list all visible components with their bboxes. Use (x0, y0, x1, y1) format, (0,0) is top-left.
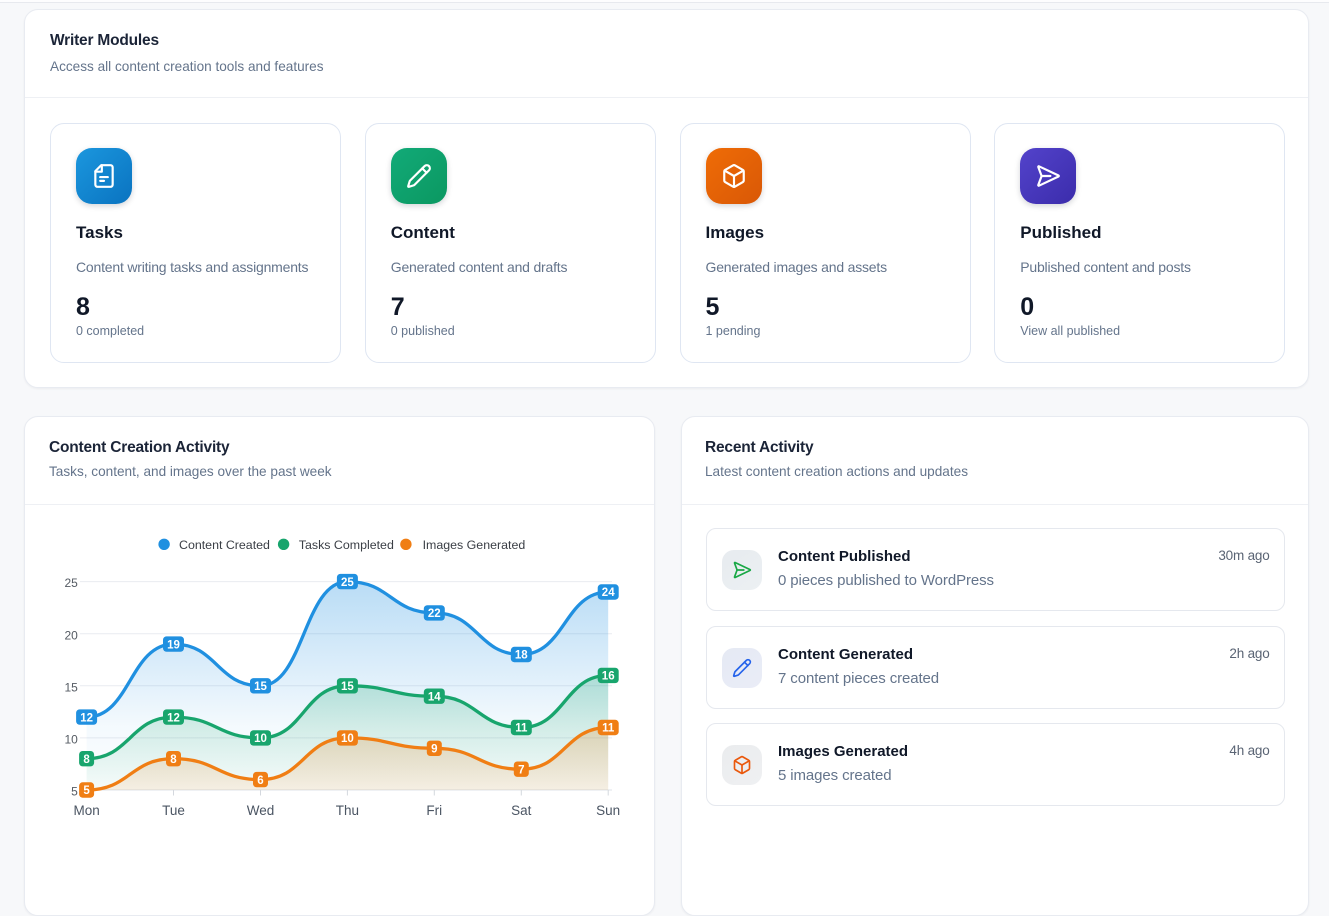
svg-text:24: 24 (602, 587, 615, 599)
svg-text:15: 15 (341, 681, 354, 693)
svg-text:7: 7 (518, 764, 524, 776)
svg-text:5: 5 (83, 785, 90, 797)
svg-text:14: 14 (428, 691, 441, 703)
svg-text:25: 25 (64, 576, 78, 590)
svg-text:6: 6 (257, 775, 263, 787)
svg-text:Images Generated: Images Generated (423, 538, 526, 552)
svg-text:Sat: Sat (511, 803, 532, 818)
svg-text:20: 20 (64, 628, 78, 642)
svg-text:12: 12 (80, 712, 93, 724)
svg-text:10: 10 (341, 733, 354, 745)
svg-text:Sun: Sun (596, 803, 620, 818)
svg-text:12: 12 (167, 712, 180, 724)
svg-text:8: 8 (83, 754, 90, 766)
svg-text:Mon: Mon (73, 803, 99, 818)
svg-text:11: 11 (515, 723, 528, 735)
svg-text:Thu: Thu (336, 803, 359, 818)
svg-text:5: 5 (71, 784, 78, 798)
svg-text:Tasks Completed: Tasks Completed (299, 538, 394, 552)
svg-text:15: 15 (254, 681, 267, 693)
svg-text:10: 10 (64, 733, 78, 747)
svg-text:Wed: Wed (247, 803, 275, 818)
svg-text:22: 22 (428, 608, 441, 620)
svg-text:Content Created: Content Created (179, 538, 270, 552)
svg-text:25: 25 (341, 577, 354, 589)
svg-text:9: 9 (431, 744, 437, 756)
svg-text:15: 15 (64, 680, 78, 694)
svg-text:11: 11 (602, 723, 615, 735)
svg-text:Fri: Fri (426, 803, 442, 818)
svg-text:18: 18 (515, 650, 528, 662)
svg-text:Tue: Tue (162, 803, 185, 818)
svg-text:8: 8 (170, 754, 177, 766)
svg-text:16: 16 (602, 671, 615, 683)
svg-text:19: 19 (167, 639, 180, 651)
svg-text:10: 10 (254, 733, 267, 745)
